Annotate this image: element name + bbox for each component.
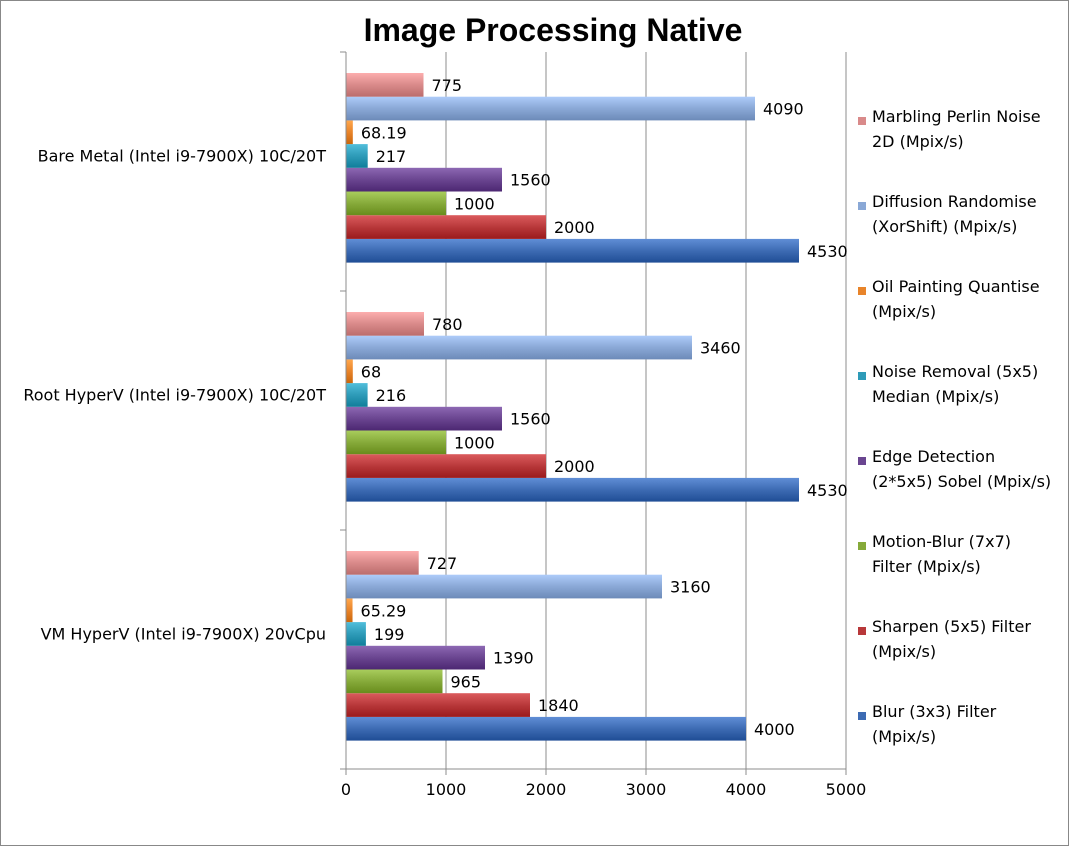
bar bbox=[346, 454, 546, 478]
bar bbox=[346, 144, 368, 168]
legend-swatch bbox=[858, 627, 866, 635]
bar bbox=[346, 406, 502, 431]
bar bbox=[346, 598, 353, 623]
data-label: 2000 bbox=[554, 218, 595, 237]
data-label: 68.19 bbox=[361, 123, 407, 142]
legend-swatch bbox=[858, 712, 866, 720]
bar bbox=[346, 120, 353, 145]
bar bbox=[346, 335, 692, 360]
bar bbox=[346, 645, 485, 670]
data-label: 1560 bbox=[510, 171, 551, 190]
data-label: 727 bbox=[427, 554, 458, 573]
bar bbox=[346, 312, 424, 336]
bar bbox=[346, 693, 530, 717]
data-label: 1000 bbox=[454, 194, 495, 213]
data-label: 1390 bbox=[493, 649, 534, 668]
legend-label: Edge Detection (2*5x5) Sobel (Mpix/s) bbox=[872, 447, 1051, 491]
legend-label: Oil Painting Quantise (Mpix/s) bbox=[872, 277, 1040, 321]
bar bbox=[346, 215, 546, 239]
data-label: 199 bbox=[374, 625, 405, 644]
data-label: 780 bbox=[432, 315, 463, 334]
bar bbox=[346, 96, 755, 121]
data-label: 1840 bbox=[538, 696, 579, 715]
bar bbox=[346, 430, 446, 455]
data-label: 3460 bbox=[700, 339, 741, 358]
axes: 0 1000 2000 3000 4000 5000 Bare Metal (Intel i… bbox=[23, 51, 867, 799]
data-label: 4530 bbox=[807, 481, 848, 500]
data-label: 68 bbox=[361, 362, 381, 381]
bar bbox=[346, 551, 419, 575]
legend-item: Oil Painting Quantise (Mpix/s) bbox=[858, 277, 1040, 321]
legend-label: Sharpen (5x5) Filter (Mpix/s) bbox=[872, 617, 1031, 661]
x-tick-label: 1000 bbox=[426, 780, 467, 799]
legend-label: Diffusion Randomise (XorShift) (Mpix/s) bbox=[872, 192, 1037, 236]
bar bbox=[346, 716, 746, 741]
legend-swatch bbox=[858, 372, 866, 380]
data-label: 4530 bbox=[807, 242, 848, 261]
data-label: 775 bbox=[432, 76, 463, 95]
legend-swatch bbox=[858, 542, 866, 550]
category-label: Bare Metal (Intel i9-7900X) 10C/20T bbox=[38, 147, 327, 166]
bar bbox=[346, 73, 424, 97]
bar bbox=[346, 574, 662, 599]
data-label: 1000 bbox=[454, 433, 495, 452]
data-label: 65.29 bbox=[361, 601, 407, 620]
legend-label: Blur (3x3) Filter (Mpix/s) bbox=[872, 702, 997, 746]
x-tick-label: 3000 bbox=[626, 780, 667, 799]
legend: Marbling Perlin Noise 2D (Mpix/s) Diffusio… bbox=[858, 107, 1051, 746]
legend-swatch bbox=[858, 457, 866, 465]
legend-label: Noise Removal (5x5) Median (Mpix/s) bbox=[872, 362, 1038, 406]
data-label: 217 bbox=[376, 147, 407, 166]
bar bbox=[346, 622, 366, 646]
legend-swatch bbox=[858, 287, 866, 295]
legend-item: Edge Detection (2*5x5) Sobel (Mpix/s) bbox=[858, 447, 1051, 491]
legend-swatch bbox=[858, 117, 866, 125]
data-label: 965 bbox=[451, 672, 482, 691]
bar bbox=[346, 167, 502, 192]
legend-label: Marbling Perlin Noise 2D (Mpix/s) bbox=[872, 107, 1041, 151]
bars: 4530 2000 1000 1560 217 68.19 4090 775 4530 2000 1… bbox=[346, 73, 848, 741]
bar bbox=[346, 238, 799, 263]
bar bbox=[346, 359, 353, 384]
chart-title: Image Processing Native bbox=[364, 12, 743, 48]
legend-label: Motion-Blur (7x7) Filter (Mpix/s) bbox=[872, 532, 1011, 576]
data-label: 4090 bbox=[763, 100, 804, 119]
x-tick-label: 4000 bbox=[726, 780, 767, 799]
legend-swatch bbox=[858, 202, 866, 210]
bar bbox=[346, 477, 799, 502]
data-label: 216 bbox=[376, 386, 407, 405]
bar bbox=[346, 191, 446, 216]
category-label: VM HyperV (Intel i9-7900X) 20vCpu bbox=[41, 625, 326, 644]
data-label: 4000 bbox=[754, 720, 795, 739]
x-tick-label: 5000 bbox=[826, 780, 867, 799]
data-label: 1560 bbox=[510, 410, 551, 429]
bar bbox=[346, 383, 368, 407]
legend-item: Sharpen (5x5) Filter (Mpix/s) bbox=[858, 617, 1031, 661]
legend-item: Diffusion Randomise (XorShift) (Mpix/s) bbox=[858, 192, 1037, 236]
category-label: Root HyperV (Intel i9-7900X) 10C/20T bbox=[23, 386, 326, 405]
legend-item: Noise Removal (5x5) Median (Mpix/s) bbox=[858, 362, 1038, 406]
data-label: 3160 bbox=[670, 578, 711, 597]
legend-item: Blur (3x3) Filter (Mpix/s) bbox=[858, 702, 997, 746]
legend-item: Motion-Blur (7x7) Filter (Mpix/s) bbox=[858, 532, 1011, 576]
data-label: 2000 bbox=[554, 457, 595, 476]
x-tick-label: 0 bbox=[341, 780, 351, 799]
legend-item: Marbling Perlin Noise 2D (Mpix/s) bbox=[858, 107, 1041, 151]
x-tick-label: 2000 bbox=[526, 780, 567, 799]
bar bbox=[346, 669, 443, 694]
